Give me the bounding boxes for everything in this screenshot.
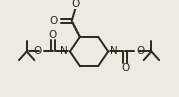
Text: O: O — [122, 63, 130, 73]
Text: O: O — [72, 0, 80, 9]
Text: N: N — [60, 46, 68, 56]
Text: O: O — [50, 16, 58, 26]
Text: O: O — [48, 30, 56, 40]
Text: N: N — [110, 46, 118, 56]
Text: O: O — [137, 46, 145, 56]
Text: O: O — [33, 46, 42, 56]
